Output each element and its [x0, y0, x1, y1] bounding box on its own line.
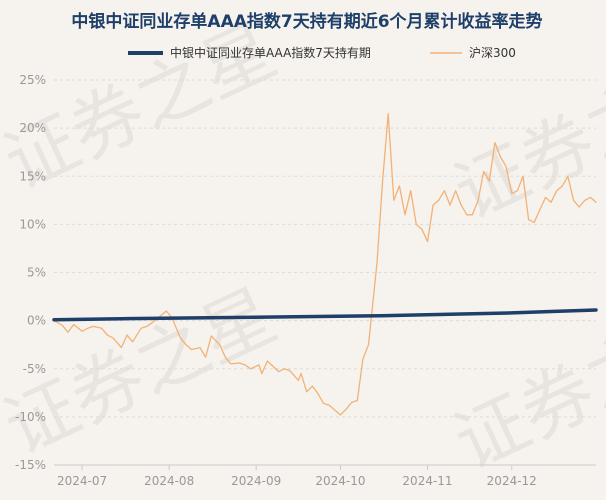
x-tick-label: 2024-08: [144, 474, 194, 488]
series-line-2: [53, 113, 597, 416]
legend-label-series-1: 中银中证同业存单AAA指数7天持有期: [170, 45, 371, 60]
x-tick-label: 2024-09: [231, 474, 281, 488]
x-tick-label: 2024-10: [315, 474, 365, 488]
x-tick-label: 2024-07: [57, 474, 107, 488]
y-tick-label: 5%: [27, 266, 46, 280]
series-lines: [52, 113, 598, 416]
y-tick-label: -10%: [15, 410, 46, 424]
series-line-1: [52, 308, 598, 322]
legend-label-series-2: 沪深300: [469, 46, 516, 60]
legend: 中银中证同业存单AAA指数7天持有期 沪深300: [128, 45, 516, 60]
y-tick-label: -5%: [23, 362, 46, 376]
x-axis: 2024-07 2024-08 2024-09 2024-10 2024-11 2024-…: [54, 464, 596, 488]
y-tick-label: 10%: [19, 217, 46, 231]
watermark-3: 证券之星: [442, 38, 606, 236]
x-tick-label: 2024-11: [402, 474, 452, 488]
watermark-4: 证券之星: [442, 288, 606, 486]
x-tick-label: 2024-12: [487, 474, 537, 488]
y-tick-label: -15%: [15, 458, 46, 472]
chart-title: 中银中证同业存单AAA指数7天持有期近6个月累计收益率走势: [71, 11, 542, 32]
y-tick-label: 25%: [19, 73, 46, 87]
y-tick-label: 15%: [19, 169, 46, 183]
y-tick-label: 20%: [19, 121, 46, 135]
y-axis: 25% 20% 15% 10% 5% 0% -5% -10% -15%: [15, 73, 46, 472]
y-tick-label: 0%: [27, 314, 46, 328]
